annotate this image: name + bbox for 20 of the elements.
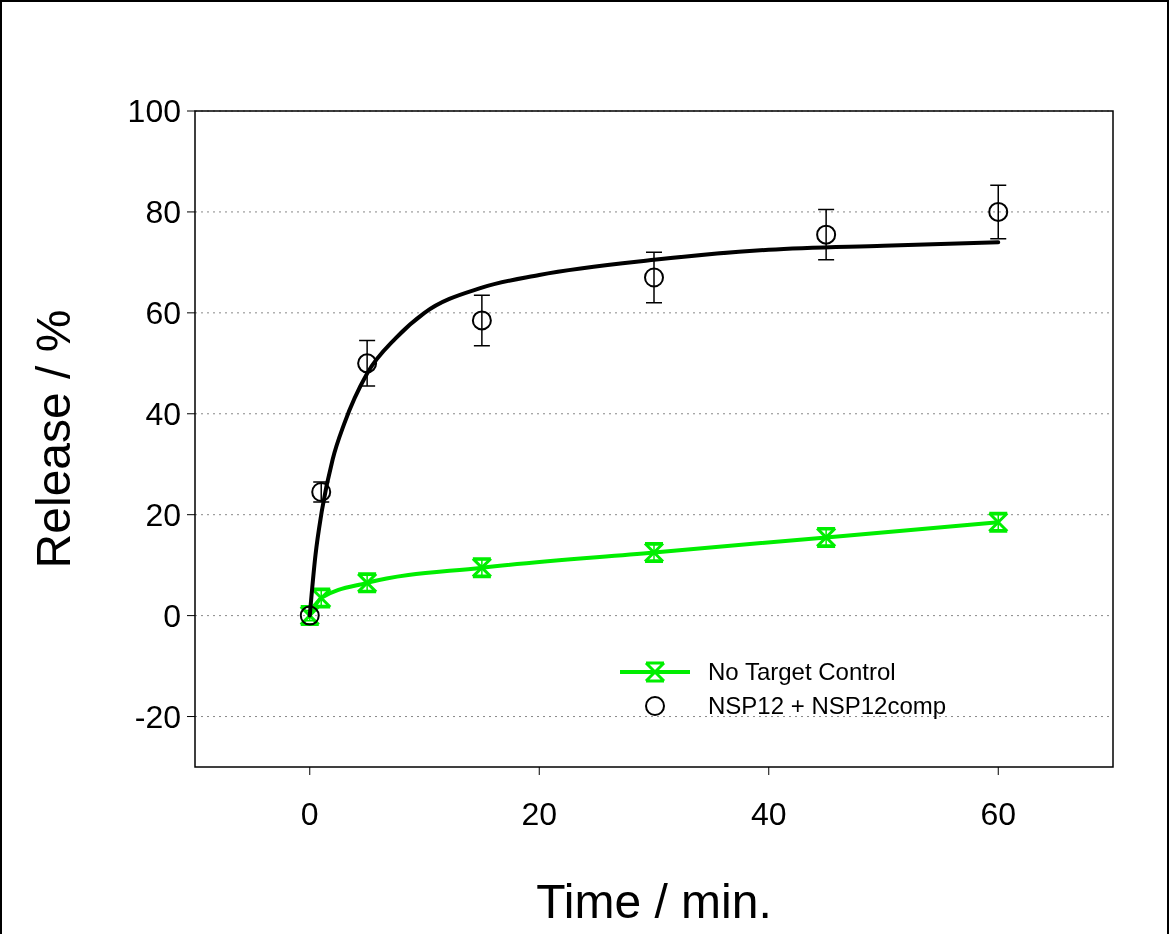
point	[471, 310, 492, 331]
y-tick-label: 0	[163, 597, 181, 634]
x-tick-label: 20	[521, 796, 558, 832]
point	[816, 224, 837, 245]
y-tick-label: 100	[127, 93, 181, 130]
y-tick-label: 80	[145, 194, 181, 231]
y-tick-label: 60	[145, 295, 181, 332]
x-tick-label: 60	[980, 796, 1017, 832]
legend-label: NSP12 + NSP12comp	[708, 692, 947, 720]
point	[357, 353, 378, 374]
point	[644, 267, 664, 288]
x-tick-label: 40	[750, 796, 787, 832]
y-axis-title: Release / %	[27, 309, 80, 569]
x-axis-title: Time / min.	[536, 875, 772, 928]
y-tick-label: -20	[134, 698, 181, 735]
y-tick-label: 20	[145, 496, 181, 533]
point	[988, 201, 1009, 222]
y-tick-label: 40	[145, 395, 181, 432]
legend-label: No Target Control	[708, 658, 896, 686]
x-tick-label: 0	[300, 796, 319, 832]
